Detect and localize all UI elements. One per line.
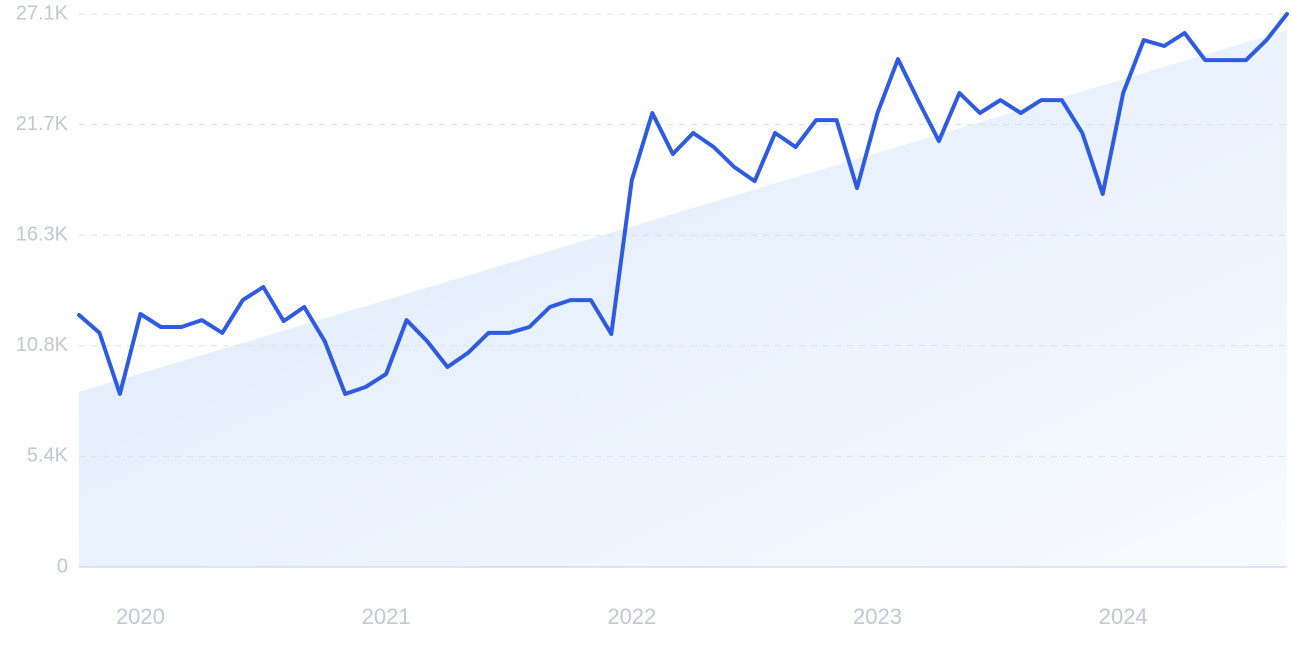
trend-area	[79, 30, 1287, 567]
line	[77, 12, 1289, 396]
x-tick-label: 2022	[607, 604, 656, 629]
y-tick-label: 0	[57, 555, 68, 577]
y-tick-label: 5.4K	[27, 445, 69, 467]
y-tick-label: 27.1K	[16, 2, 69, 24]
x-tick-label: 2021	[362, 604, 411, 629]
y-tick-label: 16.3K	[16, 223, 69, 245]
y-tick-label: 21.7K	[16, 113, 69, 135]
x-tick-label: 2024	[1099, 604, 1148, 629]
x-tick-label: 2023	[853, 604, 902, 629]
y-tick-label: 10.8K	[16, 334, 69, 356]
x-tick-label: 2020	[116, 604, 165, 629]
